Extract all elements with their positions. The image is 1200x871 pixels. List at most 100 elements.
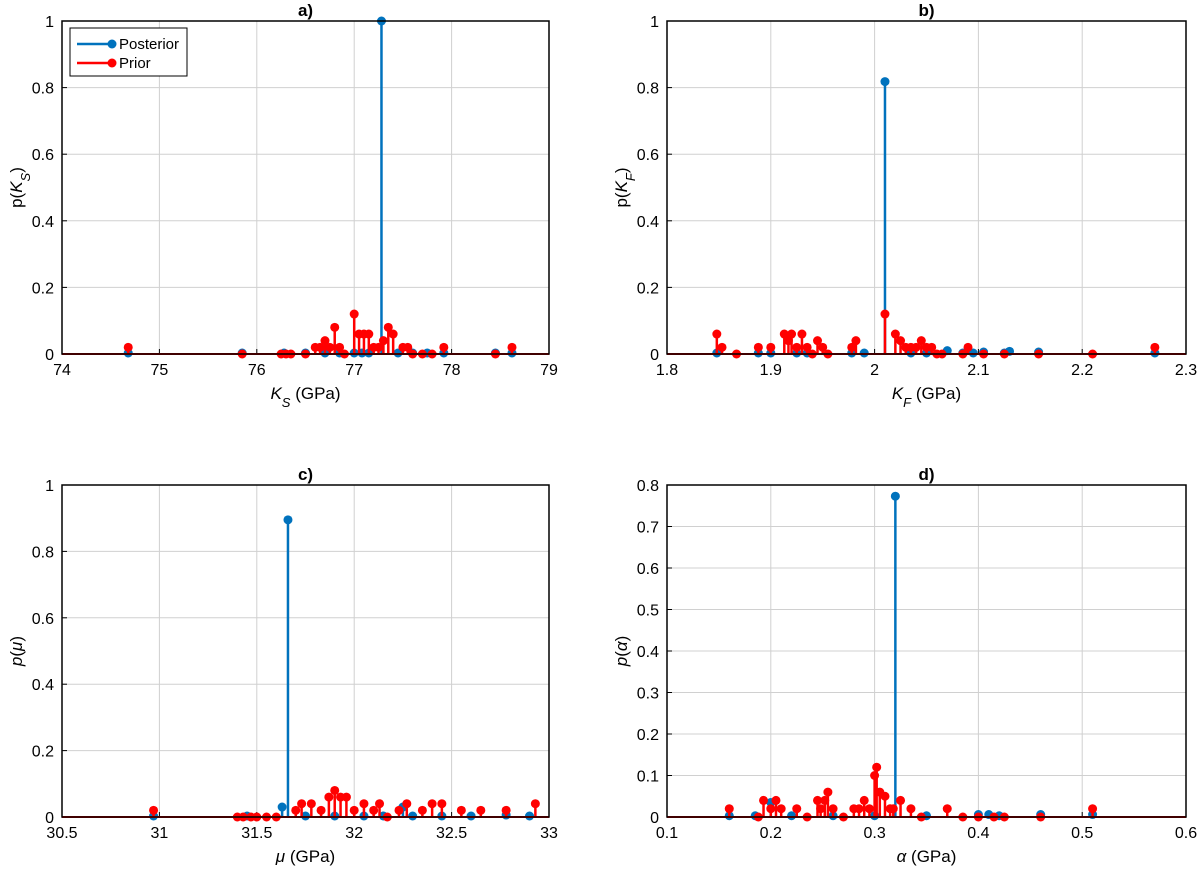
panel-title-d: d) [918,465,934,484]
y-tick-label-a: 0.2 [32,280,54,297]
prior-point-d [888,804,898,814]
prior-point-a [388,329,398,339]
prior-point-a [364,329,374,339]
x-tick-label-a: 74 [53,362,71,379]
y-tick-label-b: 1 [650,14,659,31]
x-tick-label-d: 0.5 [1071,825,1093,842]
prior-point-d [828,804,838,814]
x-tick-label-a: 75 [151,362,169,379]
prior-point-c [456,805,466,815]
prior-point-c [306,799,316,809]
x-tick-label-c: 33 [540,825,558,842]
prior-point-c [530,799,540,809]
plot-area-b [667,21,1186,354]
prior-point-c [297,799,307,809]
prior-point-b [896,336,906,346]
prior-point-d [792,804,802,814]
y-tick-label-d: 0.3 [637,686,659,703]
prior-point-a [349,309,359,319]
axes-frame-b [666,20,1187,355]
prior-point-a [325,342,335,352]
prior-point-c [291,805,301,815]
panel-b: 1.8 1.9 2 2.1 2.2 2.3 0 0.2 0.4 0.6 0.8 1 b) KF (GPa)… [612,1,1197,410]
prior-point-b [880,309,890,319]
prior-point-d [816,804,826,814]
prior-point-c [324,792,334,802]
y-tick-label-a: 0.4 [32,214,54,231]
x-tick-label-c: 31.5 [241,825,272,842]
prior-point-b [753,342,763,352]
prior-point-c [437,799,447,809]
prior-point-c [427,799,437,809]
y-axis-label-d: p(α) [612,636,631,668]
y-tick-label-c: 0 [45,810,54,827]
panel-d: 0.1 0.2 0.3 0.4 0.5 0.600.10.20.30.40.50.60.7… [612,465,1197,866]
prior-point-d [906,804,916,814]
y-tick-label-d: 0.1 [637,769,659,786]
x-tick-label-c: 31 [151,825,169,842]
y-axis-label-b: p(KF) [612,167,638,207]
prior-point-d [864,804,874,814]
prior-point-b [927,342,937,352]
legend-posterior-marker [107,39,117,49]
prior-point-c [369,805,379,815]
prior-point-d [896,795,906,805]
prior-point-d [759,795,769,805]
axes-frame-c [61,484,550,818]
x-tick-label-d: 0.6 [1175,825,1197,842]
prior-point-d [771,795,781,805]
x-tick-label-a: 79 [540,362,558,379]
plot-area-c [62,485,549,817]
y-tick-label-a: 0 [45,347,54,364]
axes-frame-d [666,484,1187,818]
prior-point-a [123,342,133,352]
y-tick-label-d: 0 [650,810,659,827]
y-tick-label-b: 0.2 [637,280,659,297]
x-tick-label-b: 1.8 [656,362,678,379]
prior-point-c [149,805,159,815]
prior-point-a [320,336,330,346]
x-axis-label-d: α (GPa) [897,847,957,866]
x-tick-label-c: 32 [345,825,363,842]
prior-point-d [776,804,786,814]
y-tick-label-b: 0.8 [637,81,659,98]
x-tick-label-b: 2.3 [1175,362,1197,379]
prior-point-b [712,329,722,339]
legend-prior-label: Prior [119,55,151,72]
y-tick-label-b: 0.4 [637,214,659,231]
prior-point-a [507,342,517,352]
prior-point-d [859,795,869,805]
x-tick-label-b: 2.2 [1071,362,1093,379]
y-tick-label-d: 0.5 [637,603,659,620]
x-tick-label-d: 0.4 [967,825,989,842]
posterior-point-c [283,515,293,525]
x-tick-label-a: 77 [345,362,363,379]
y-tick-label-c: 0.2 [32,744,54,761]
prior-point-a [383,322,393,332]
prior-point-d [854,804,864,814]
prior-point-b [911,342,921,352]
y-tick-label-d: 0.6 [637,561,659,578]
prior-point-d [1088,804,1098,814]
prior-point-b [818,342,828,352]
axes-frame-a [61,20,550,355]
prior-point-a [403,342,413,352]
prior-point-c [417,805,427,815]
prior-point-a [335,342,345,352]
y-tick-label-c: 0.4 [32,677,54,694]
x-tick-label-d: 0.1 [656,825,678,842]
y-tick-label-d: 0.2 [637,727,659,744]
prior-point-b [787,329,797,339]
prior-point-d [724,804,734,814]
y-tick-label-c: 1 [45,478,54,495]
prior-point-c [349,805,359,815]
prior-point-d [813,795,823,805]
x-axis-label-b: KF (GPa) [892,384,961,410]
prior-point-c [501,805,511,815]
legend-posterior-label: Posterior [119,36,179,53]
prior-point-c [394,805,404,815]
y-axis-label-a: p(KS) [7,167,33,208]
prior-point-a [439,342,449,352]
prior-point-d [942,804,952,814]
prior-point-b [766,342,776,352]
